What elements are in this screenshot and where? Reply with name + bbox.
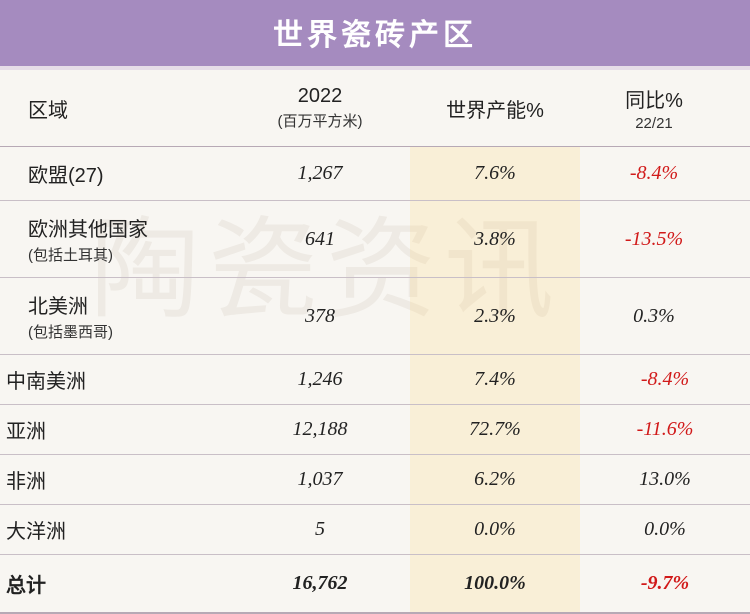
cell-region: 非洲: [0, 455, 230, 505]
cell-value: 1,037: [230, 455, 410, 505]
cell-share: 3.8%: [410, 201, 580, 278]
cell-region: 中南美洲: [0, 355, 230, 405]
cell-share: 0.0%: [410, 505, 580, 555]
cell-region-sub: (包括墨西哥): [28, 321, 224, 342]
header-value-main: 2022: [298, 85, 343, 107]
table-row: 欧盟(27)1,2677.6%-8.4%: [0, 147, 750, 201]
table-row: 亚洲12,18872.7%-11.6%: [0, 405, 750, 455]
header-value: 2022 (百万平方米): [230, 70, 410, 147]
cell-share: 7.4%: [410, 355, 580, 405]
cell-value: 5: [230, 505, 410, 555]
cell-value: 641: [230, 201, 410, 278]
cell-share: 7.6%: [410, 147, 580, 201]
cell-yoy: -11.6%: [580, 405, 750, 455]
header-yoy: 同比% 22/21: [580, 70, 750, 147]
cell-yoy: 13.0%: [580, 455, 750, 505]
cell-yoy: 0.3%: [580, 278, 750, 355]
header-row: 区域 2022 (百万平方米) 世界产能% 同比% 22/21: [0, 70, 750, 147]
table-row: 北美洲(包括墨西哥)3782.3%0.3%: [0, 278, 750, 355]
cell-yoy: 0.0%: [580, 505, 750, 555]
table-container: 世界瓷砖产区 区域 2022 (百万平方米) 世界产能% 同比% 22/21 欧…: [0, 0, 750, 614]
cell-share: 72.7%: [410, 405, 580, 455]
cell-yoy: -13.5%: [580, 201, 750, 278]
cell-value: 1,246: [230, 355, 410, 405]
cell-region: 欧盟(27): [0, 147, 230, 201]
cell-share: 6.2%: [410, 455, 580, 505]
header-yoy-main: 同比%: [625, 90, 683, 112]
cell-value: 378: [230, 278, 410, 355]
header-share: 世界产能%: [410, 70, 580, 147]
cell-region: 北美洲(包括墨西哥): [0, 278, 230, 355]
total-value: 16,762: [230, 555, 410, 614]
total-region: 总计: [0, 555, 230, 614]
total-share: 100.0%: [410, 555, 580, 614]
data-table: 区域 2022 (百万平方米) 世界产能% 同比% 22/21 欧盟(27)1,…: [0, 70, 750, 614]
total-yoy: -9.7%: [580, 555, 750, 614]
cell-value: 12,188: [230, 405, 410, 455]
cell-yoy: -8.4%: [580, 147, 750, 201]
header-yoy-sub: 22/21: [586, 115, 722, 132]
table-row: 大洋洲50.0%0.0%: [0, 505, 750, 555]
total-row: 总计16,762100.0%-9.7%: [0, 555, 750, 614]
table-row: 中南美洲1,2467.4%-8.4%: [0, 355, 750, 405]
cell-region-sub: (包括土耳其): [28, 244, 224, 265]
header-region: 区域: [0, 70, 230, 147]
table-title: 世界瓷砖产区: [0, 0, 750, 70]
cell-yoy: -8.4%: [580, 355, 750, 405]
cell-region: 亚洲: [0, 405, 230, 455]
cell-region: 大洋洲: [0, 505, 230, 555]
cell-region: 欧洲其他国家(包括土耳其): [0, 201, 230, 278]
cell-value: 1,267: [230, 147, 410, 201]
cell-share: 2.3%: [410, 278, 580, 355]
table-row: 欧洲其他国家(包括土耳其)6413.8%-13.5%: [0, 201, 750, 278]
header-value-sub: (百万平方米): [236, 110, 404, 131]
table-row: 非洲1,0376.2%13.0%: [0, 455, 750, 505]
